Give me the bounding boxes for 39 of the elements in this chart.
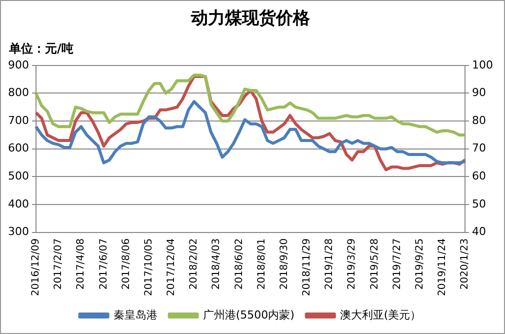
x-tick-label: 2018/9/30 bbox=[278, 238, 290, 290]
x-tick-label: 2020/1/23 bbox=[460, 238, 471, 290]
x-tick-label: 2017/8/06 bbox=[120, 238, 132, 290]
chart-title: 动力煤现货价格 bbox=[190, 8, 311, 29]
y-tick-label: 800 bbox=[8, 86, 29, 100]
x-tick-label: 2018/4/03 bbox=[211, 238, 222, 290]
x-tick-label: 2019/1/28 bbox=[324, 238, 336, 290]
legend-label: 秦皇岛港 bbox=[113, 308, 158, 322]
y2-tick-label: 100 bbox=[472, 58, 494, 72]
y2-tick-label: 70 bbox=[472, 142, 486, 155]
x-tick-label: 2018/2/02 bbox=[188, 238, 200, 290]
x-tick-label: 2017/6/07 bbox=[98, 238, 110, 290]
y-tick-label: 700 bbox=[8, 114, 29, 127]
x-tick-label: 2018/6/02 bbox=[234, 238, 245, 290]
legend-label: 广州港(5500内蒙) bbox=[202, 308, 294, 322]
y-tick-label: 300 bbox=[8, 225, 29, 238]
x-tick-label: 2016/12/09 bbox=[30, 238, 42, 296]
x-tick-label: 2017/2/07 bbox=[53, 238, 64, 290]
x-tick-label: 2017/10/05 bbox=[143, 238, 154, 296]
y2-tick-label: 50 bbox=[472, 197, 486, 210]
y-tick-label: 400 bbox=[8, 197, 29, 210]
x-tick-label: 2019/11/24 bbox=[437, 238, 448, 296]
y2-tick-label: 40 bbox=[472, 225, 486, 238]
x-tick-label: 2017/4/08 bbox=[76, 238, 87, 290]
x-tick-label: 2017/12/04 bbox=[166, 238, 178, 296]
y2-tick-label: 60 bbox=[472, 170, 486, 183]
x-tick-label: 2018/8/01 bbox=[256, 238, 268, 290]
x-tick-label: 2019/5/28 bbox=[369, 238, 380, 290]
y-axis-title: 单位：元/吨 bbox=[8, 42, 74, 56]
x-tick-label: 2018/11/29 bbox=[302, 238, 313, 296]
x-tick-label: 2019/3/29 bbox=[346, 238, 358, 290]
x-tick-label: 2019/9/25 bbox=[414, 238, 426, 290]
x-tick-label: 2019/7/27 bbox=[392, 238, 403, 290]
y2-tick-label: 90 bbox=[472, 86, 486, 100]
y-tick-label: 900 bbox=[8, 58, 29, 72]
legend-label: 澳大利亚(美元） bbox=[340, 308, 422, 322]
y-tick-label: 600 bbox=[8, 142, 29, 155]
y-tick-label: 500 bbox=[8, 170, 29, 183]
y2-tick-label: 80 bbox=[472, 114, 486, 127]
